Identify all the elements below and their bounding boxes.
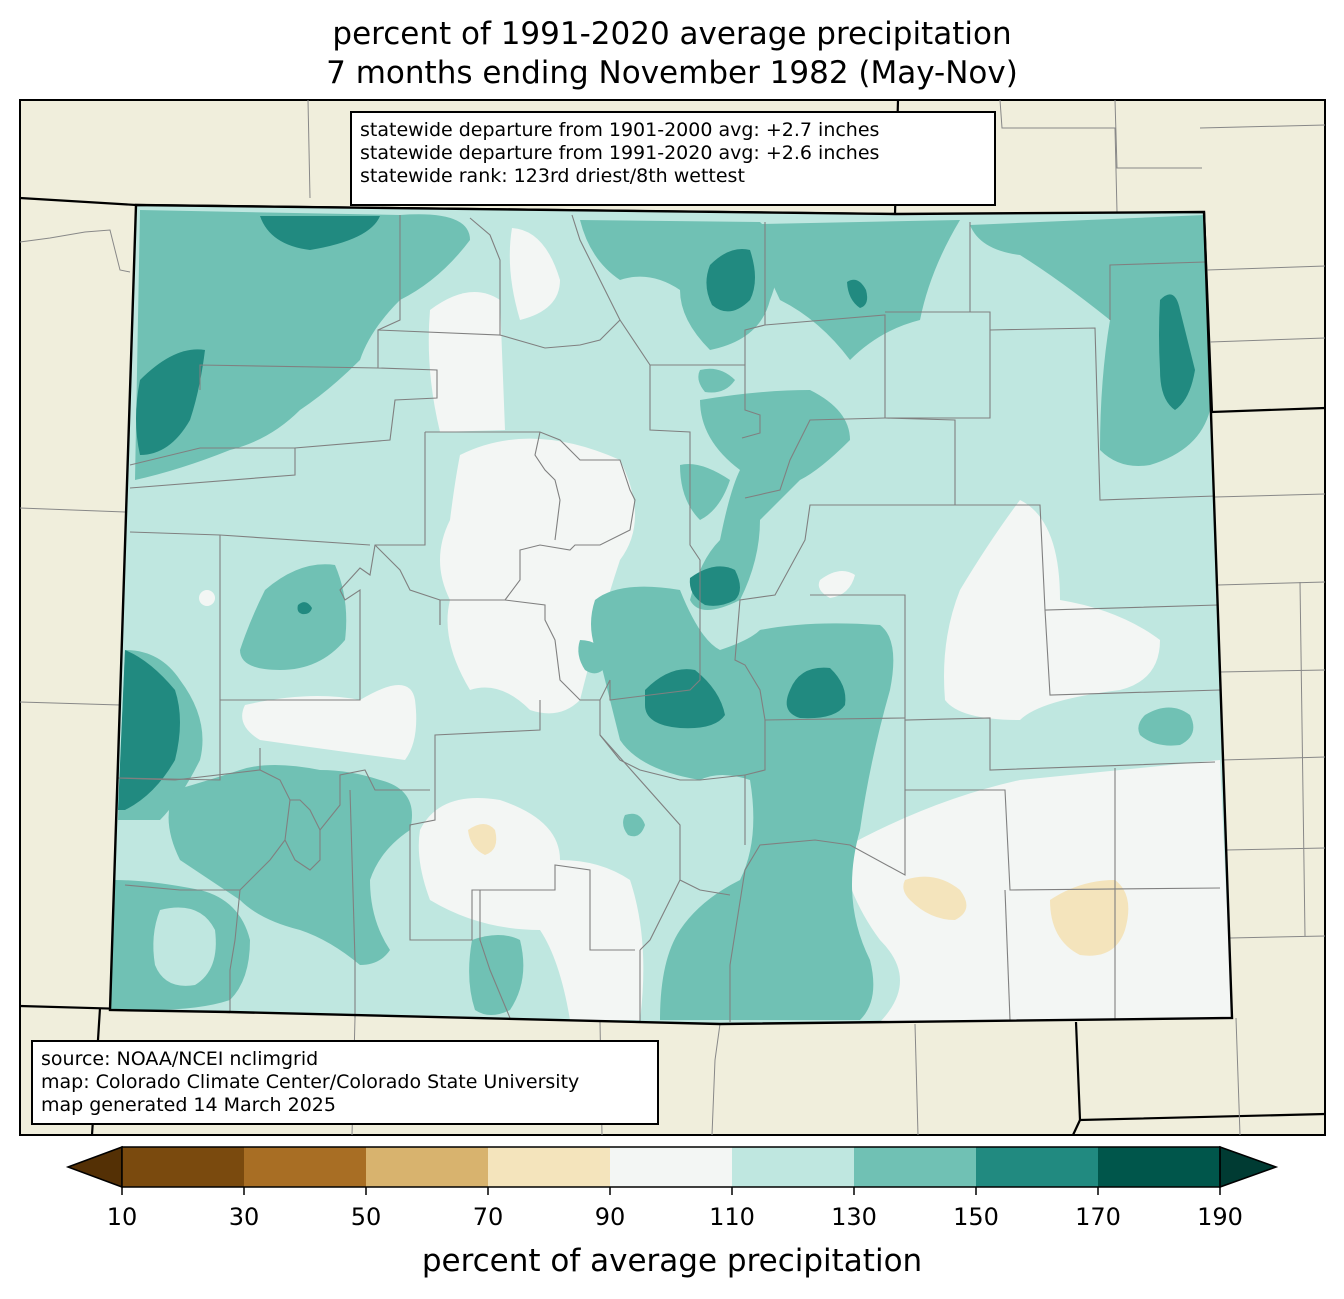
colorbar-tick-label-130: 130 [831,1203,877,1231]
colorbar-tick-label-90: 90 [594,1203,626,1231]
colorbar-label: percent of average precipitation [421,1243,923,1279]
colorbar-tick-label-30: 30 [228,1203,260,1231]
credits-box: source: NOAA/NCEI nclimgrid map: Colorad… [31,1040,659,1125]
map-title-line2: 7 months ending November 1982 (May-Nov) [326,55,1018,91]
credits-generated-date: map generated 14 March 2025 [41,1094,336,1116]
colorbar-tick-label-170: 170 [1075,1203,1121,1231]
stats-departure-1991-2020: statewide departure from 1991-2020 avg: … [360,142,880,164]
map-title-line1: percent of 1991-2020 average precipitati… [332,16,1012,52]
colorbar-tick-label-110: 110 [709,1203,755,1231]
colorbar-tick-label-190: 190 [1197,1203,1243,1231]
colorbar-tick-label-50: 50 [350,1203,382,1231]
neighbor-county-lines [19,99,1326,1136]
colorbar-tick-label-10: 10 [106,1203,138,1231]
credits-source: source: NOAA/NCEI nclimgrid [41,1048,319,1070]
normal-pockets [153,907,216,986]
county-lines [117,214,1221,1022]
above-normal-150-170-areas [118,216,1195,810]
stats-rank: statewide rank: 123rd driest/8th wettest [360,165,745,187]
credits-map-author: map: Colorado Climate Center/Colorado St… [41,1071,580,1093]
colorbar-tick-label-150: 150 [953,1203,999,1231]
colorbar-tick-label-70: 70 [472,1203,504,1231]
colorado-state-border [108,203,1234,1026]
statewide-stats-box: statewide departure from 1901-2000 avg: … [350,111,996,206]
stats-departure-1901-2000: statewide departure from 1901-2000 avg: … [360,119,880,141]
below-normal-70-90-areas [468,824,1129,956]
